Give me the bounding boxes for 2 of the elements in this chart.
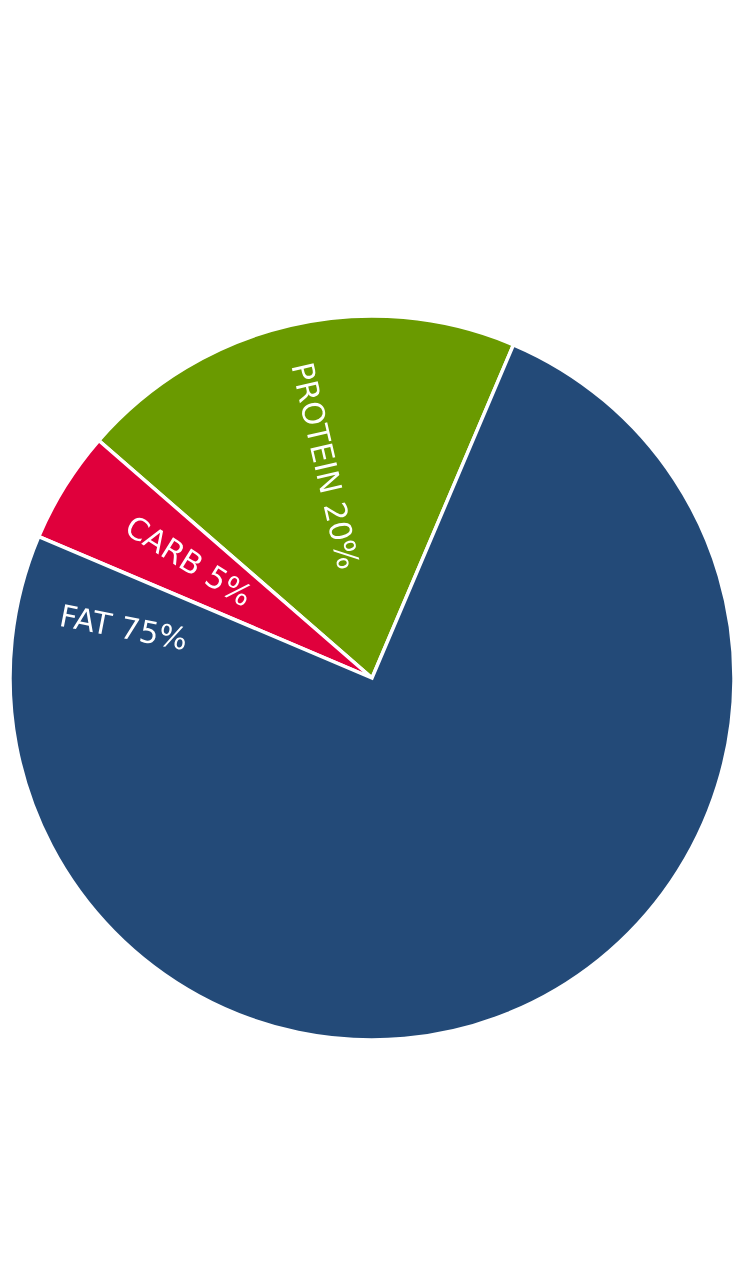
slice-label: PROTEIN 20% — [291, 363, 361, 570]
slice-label: FAT 75% — [60, 603, 188, 651]
